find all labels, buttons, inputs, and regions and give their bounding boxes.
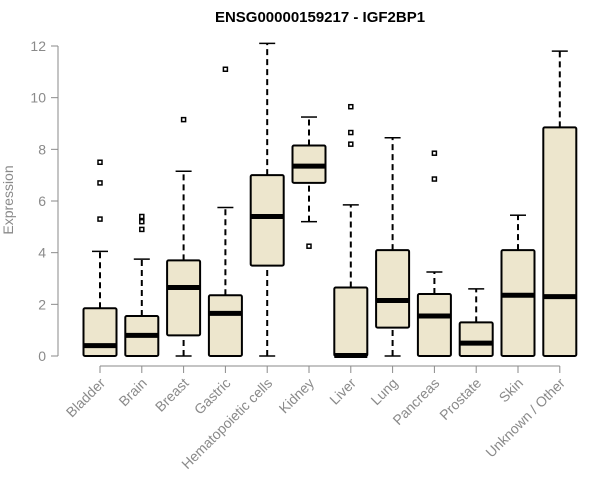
box-group (166, 116, 202, 357)
outlier-point (139, 226, 145, 233)
iqr-box (500, 249, 536, 357)
box-group (375, 136, 411, 357)
outlier-point (431, 150, 438, 156)
y-tick-label: 8 (38, 141, 46, 157)
x-tick-label: Brain (115, 375, 149, 409)
box-group (542, 50, 578, 357)
iqr-box (458, 321, 494, 357)
x-tick-label: Lung (367, 375, 400, 408)
x-tick-label: Liver (326, 375, 359, 408)
iqr-box (375, 249, 411, 329)
y-tick-label: 6 (38, 193, 46, 209)
outlier-point (139, 213, 145, 220)
box-group (458, 288, 494, 357)
box-group (82, 159, 118, 358)
iqr-box (333, 286, 369, 357)
outlier-point (306, 243, 312, 249)
chart-title: ENSG00000159217 - IGF2BP1 (215, 9, 425, 26)
x-tick-label: Prostate (436, 375, 484, 423)
y-tick-label: 0 (38, 348, 46, 364)
outlier-point (97, 180, 103, 186)
box-group (500, 214, 536, 357)
outlier-point (222, 66, 229, 72)
outlier-point (431, 176, 438, 182)
iqr-box (82, 307, 118, 358)
outlier-point (139, 218, 145, 225)
iqr-box (542, 126, 578, 357)
x-tick-label: Kidney (276, 375, 318, 417)
y-axis-label: Expression (0, 165, 16, 234)
box-group (207, 66, 243, 357)
x-tick-label: Unknown / Other (482, 375, 568, 461)
y-tick-label: 10 (30, 90, 46, 106)
y-tick-label: 2 (38, 296, 46, 312)
box-group (249, 42, 285, 357)
box-group (416, 150, 452, 357)
y-tick-label: 4 (38, 245, 46, 261)
iqr-box (207, 294, 243, 357)
box-group (291, 116, 327, 249)
x-tick-label: Breast (152, 375, 192, 415)
outlier-point (348, 129, 354, 136)
y-axis: 0 2 4 6 8 10 12 (30, 38, 59, 364)
outlier-point (348, 103, 354, 110)
box-group (333, 103, 369, 358)
outlier-point (97, 159, 103, 165)
y-tick-label: 12 (30, 38, 46, 54)
x-tick-label: Bladder (63, 375, 109, 421)
iqr-box (166, 259, 202, 337)
boxes (82, 42, 578, 358)
outlier-point (97, 216, 103, 222)
x-tick-label: Skin (496, 375, 527, 406)
outlier-point (348, 141, 354, 147)
iqr-box (249, 174, 285, 267)
box-group (124, 213, 160, 358)
outlier-point (180, 116, 187, 123)
iqr-box (416, 293, 452, 357)
